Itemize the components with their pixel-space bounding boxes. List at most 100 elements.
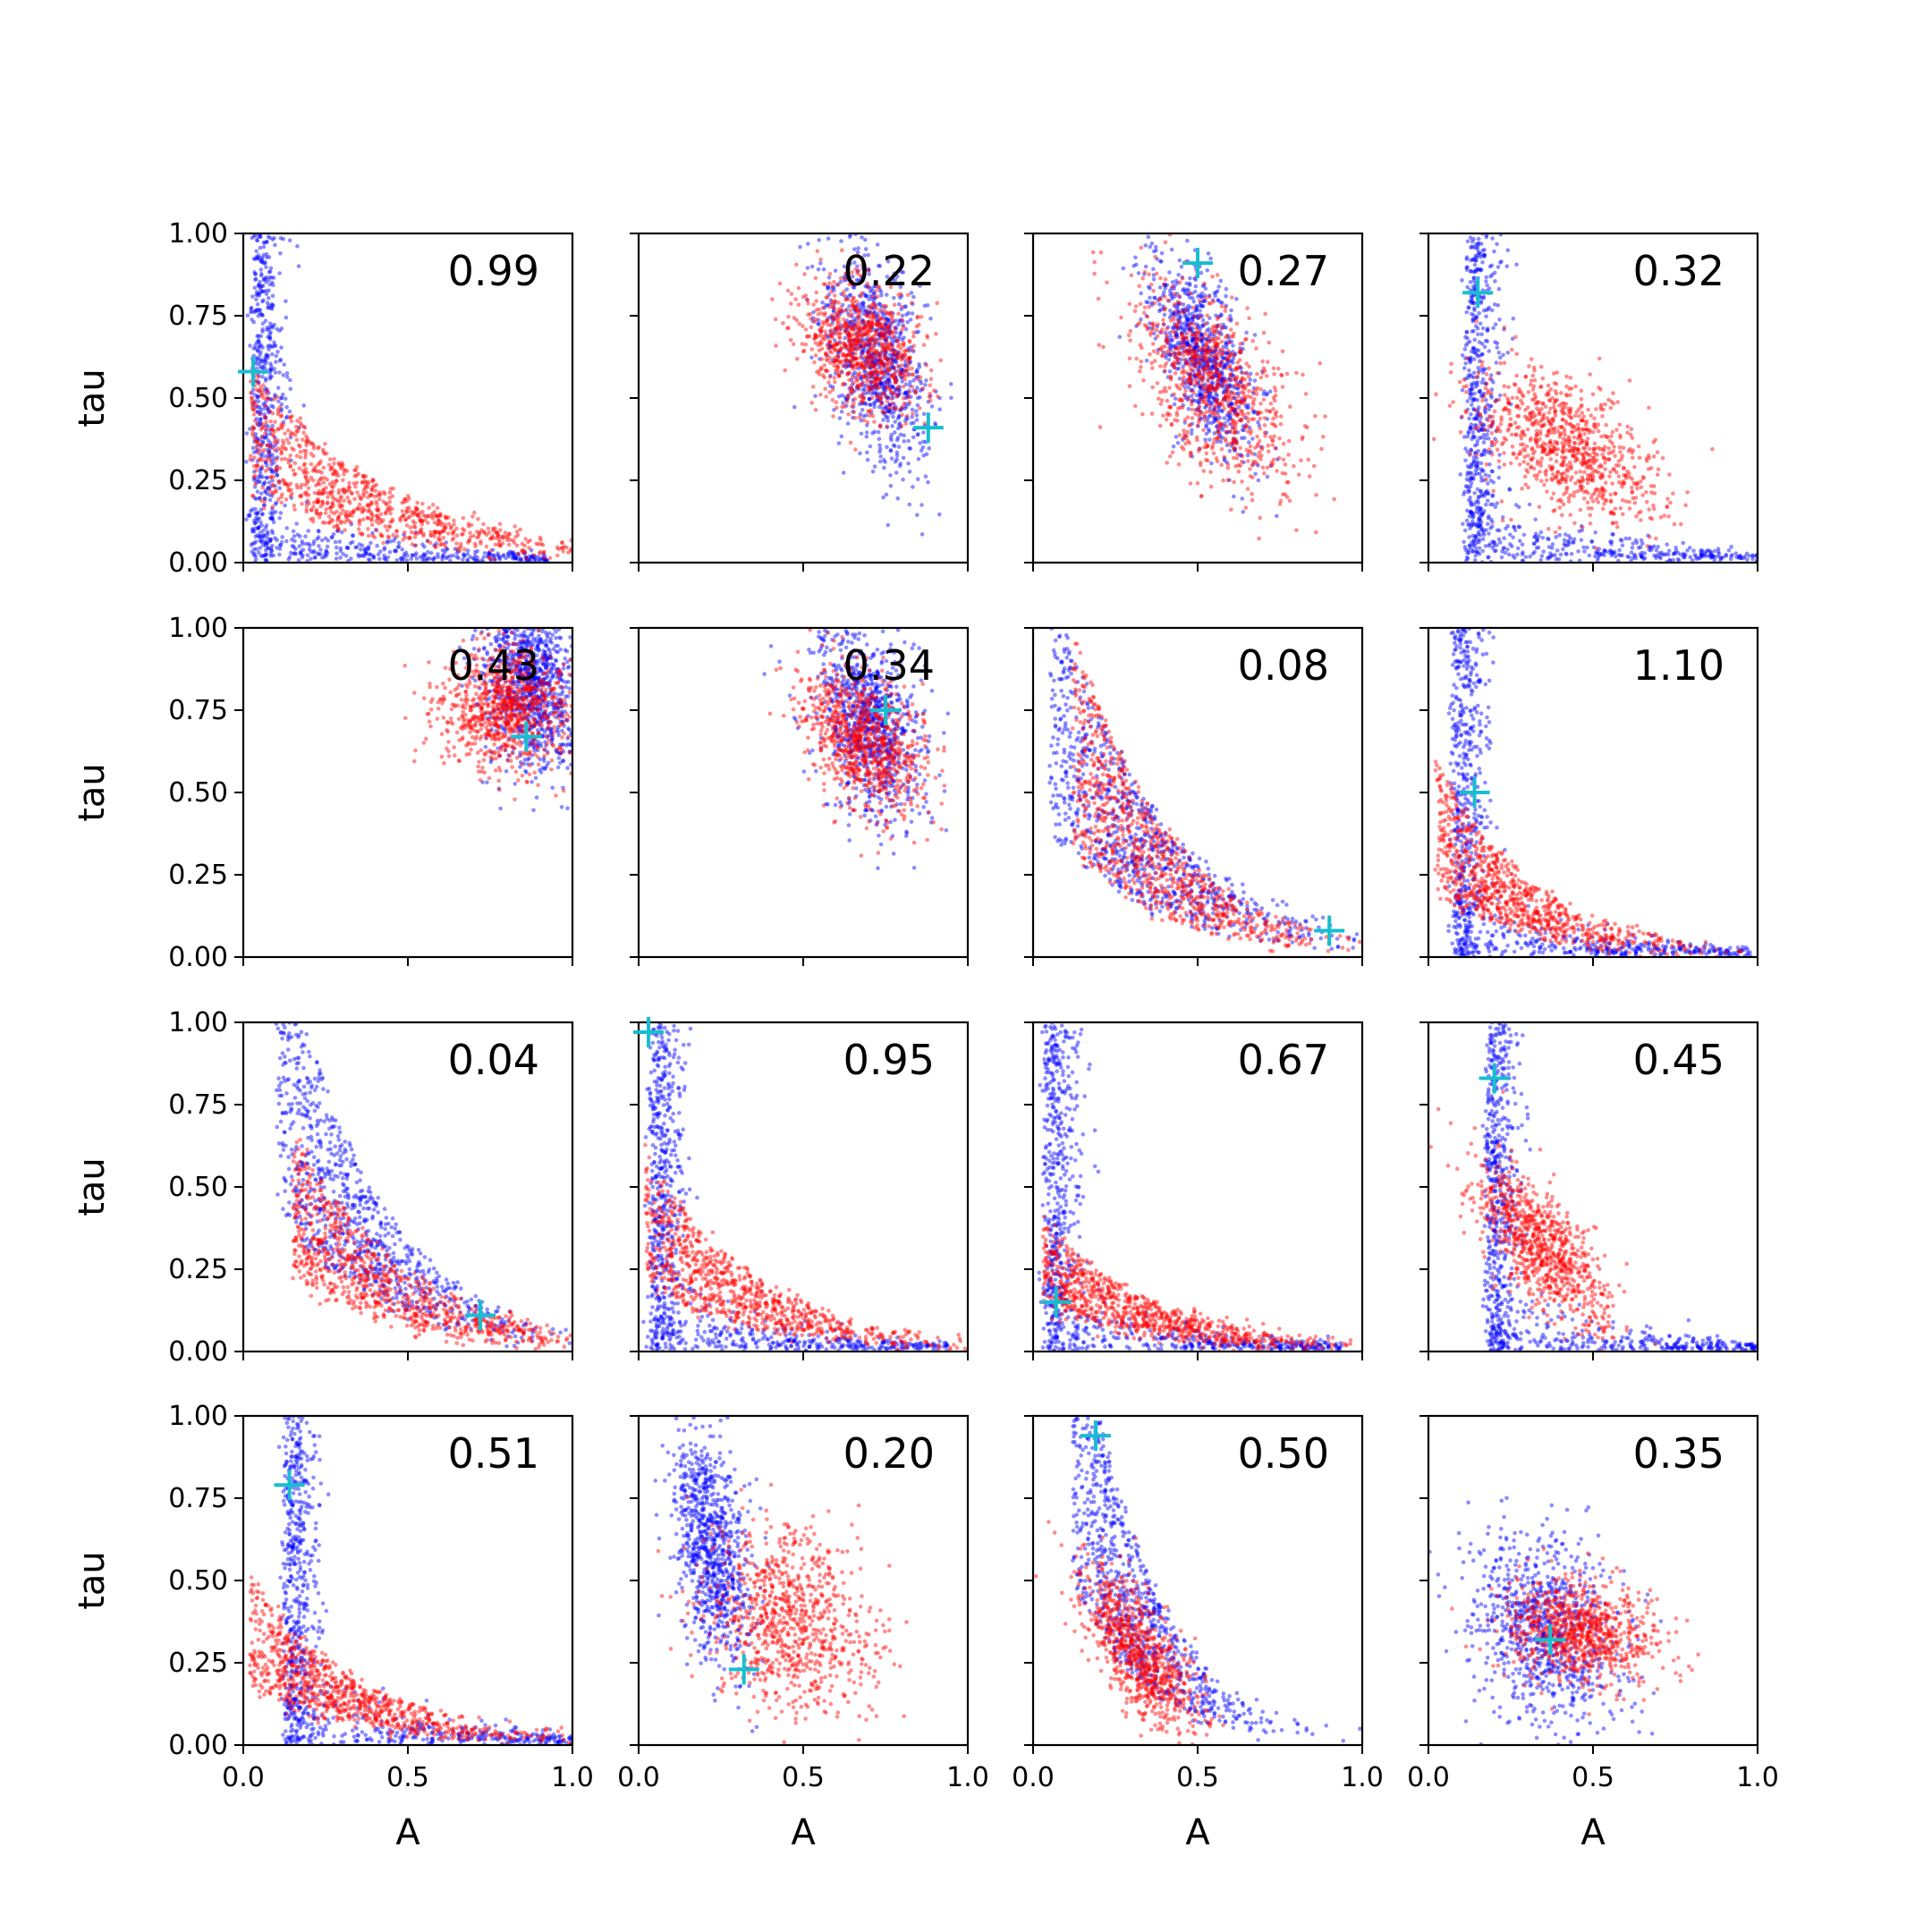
red-point bbox=[299, 482, 304, 487]
blue-point bbox=[864, 383, 869, 388]
blue-point bbox=[892, 402, 896, 406]
red-point bbox=[301, 430, 306, 436]
blue-point bbox=[262, 503, 267, 508]
blue-point bbox=[273, 510, 278, 514]
red-point bbox=[835, 369, 840, 373]
blue-point bbox=[1167, 369, 1173, 374]
red-point bbox=[876, 284, 881, 290]
red-point bbox=[831, 314, 835, 319]
red-point bbox=[1240, 453, 1245, 459]
blue-point bbox=[1193, 335, 1198, 339]
blue-point bbox=[826, 286, 830, 292]
red-point bbox=[314, 507, 319, 513]
red-point bbox=[357, 521, 362, 527]
blue-point bbox=[1212, 408, 1216, 412]
red-point bbox=[788, 301, 793, 306]
red-point bbox=[1217, 430, 1222, 436]
red-point bbox=[842, 289, 846, 294]
red-point bbox=[1240, 376, 1245, 380]
red-point bbox=[282, 479, 286, 483]
blue-point bbox=[893, 377, 898, 382]
red-point bbox=[1228, 409, 1233, 413]
red-point bbox=[1203, 394, 1208, 400]
blue-point bbox=[832, 285, 836, 290]
blue-point bbox=[1236, 404, 1241, 410]
blue-point bbox=[258, 479, 262, 484]
blue-point bbox=[1221, 350, 1226, 355]
blue-point bbox=[273, 536, 277, 540]
blue-point bbox=[860, 318, 866, 324]
blue-point bbox=[886, 318, 891, 324]
red-point bbox=[369, 512, 374, 517]
blue-point bbox=[1191, 330, 1197, 335]
red-point bbox=[845, 297, 850, 301]
red-point bbox=[856, 363, 861, 368]
blue-point bbox=[852, 326, 858, 331]
blue-point bbox=[891, 311, 895, 316]
blue-point bbox=[1193, 399, 1198, 403]
red-point bbox=[481, 530, 487, 534]
blue-point bbox=[1224, 443, 1230, 448]
red-point bbox=[1213, 371, 1218, 377]
blue-point bbox=[1199, 331, 1203, 336]
red-point bbox=[1176, 345, 1182, 351]
red-point bbox=[845, 372, 850, 377]
blue-point bbox=[256, 380, 261, 386]
blue-point bbox=[1197, 408, 1201, 413]
red-point bbox=[880, 409, 885, 414]
blue-point bbox=[884, 350, 889, 354]
blue-point bbox=[1207, 366, 1211, 371]
red-point bbox=[900, 412, 904, 418]
red-point bbox=[290, 413, 294, 419]
red-point bbox=[518, 527, 522, 532]
blue-point bbox=[899, 293, 904, 299]
red-point bbox=[384, 512, 388, 516]
blue-point bbox=[1213, 361, 1218, 366]
red-point bbox=[387, 524, 393, 530]
red-point bbox=[881, 335, 886, 340]
blue-point bbox=[338, 555, 343, 560]
blue-point bbox=[1211, 355, 1216, 360]
blue-point bbox=[893, 375, 898, 380]
red-point bbox=[852, 327, 856, 333]
blue-point bbox=[252, 439, 257, 445]
red-point bbox=[1272, 398, 1277, 403]
blue-point bbox=[843, 275, 849, 279]
red-point bbox=[1260, 445, 1265, 450]
blue-point bbox=[256, 525, 261, 530]
red-point bbox=[861, 319, 866, 325]
red-point bbox=[1203, 296, 1208, 301]
red-point bbox=[250, 407, 256, 412]
red-point bbox=[440, 529, 445, 534]
red-point bbox=[1233, 430, 1238, 435]
blue-point bbox=[1231, 408, 1236, 413]
red-point bbox=[309, 475, 314, 480]
red-point bbox=[254, 462, 259, 468]
red-point bbox=[1280, 349, 1285, 354]
red-point bbox=[387, 496, 392, 500]
red-point bbox=[1159, 353, 1165, 359]
blue-point bbox=[1171, 310, 1176, 316]
red-point bbox=[400, 509, 405, 513]
blue-point bbox=[263, 525, 268, 530]
blue-point bbox=[896, 422, 902, 428]
red-point bbox=[437, 520, 442, 524]
red-point bbox=[796, 285, 801, 291]
blue-point bbox=[885, 322, 889, 326]
blue-point bbox=[866, 390, 871, 395]
blue-point bbox=[279, 539, 284, 545]
blue-point bbox=[1174, 304, 1180, 309]
blue-point bbox=[1198, 363, 1203, 369]
red-point bbox=[468, 535, 473, 539]
red-point bbox=[315, 500, 320, 504]
red-point bbox=[1203, 392, 1208, 396]
blue-point bbox=[1177, 360, 1182, 366]
red-point bbox=[288, 481, 293, 487]
blue-point bbox=[1238, 346, 1242, 351]
red-point bbox=[1229, 352, 1234, 357]
blue-point bbox=[1169, 291, 1174, 296]
blue-point bbox=[268, 344, 274, 349]
red-point bbox=[1191, 322, 1196, 326]
blue-point bbox=[1192, 384, 1198, 388]
blue-point bbox=[1191, 348, 1197, 353]
